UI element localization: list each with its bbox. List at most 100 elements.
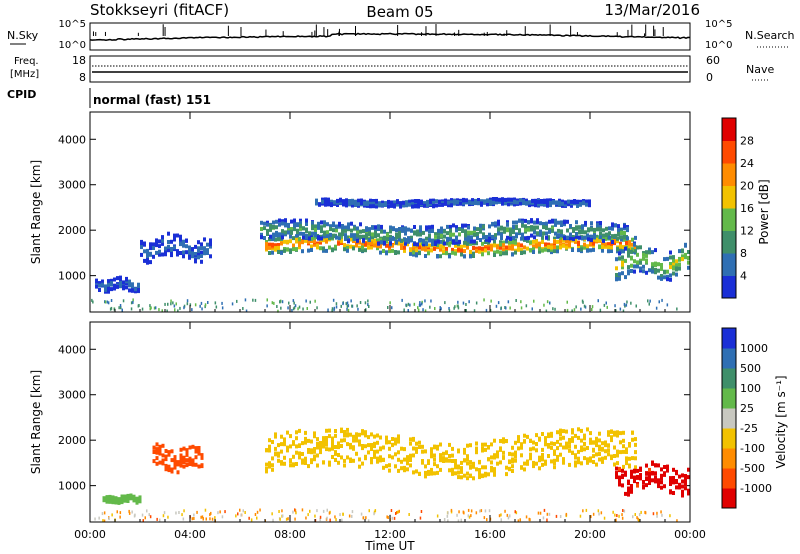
power-cell (346, 246, 349, 250)
velocity-ground-cell (504, 509, 506, 513)
power-cell (545, 231, 548, 236)
velocity-cell (394, 437, 397, 442)
power-cell (134, 289, 137, 294)
velocity-cell (613, 445, 616, 450)
velocity-cell (337, 460, 340, 465)
velocity-cell (624, 472, 627, 477)
velocity-cell (499, 460, 502, 465)
power-ground-cell (626, 300, 628, 304)
power-cell (449, 228, 452, 233)
power-cell (433, 246, 436, 251)
velocity-cell (621, 474, 624, 479)
power-cell (505, 251, 508, 256)
power-cell (317, 225, 320, 230)
power-cell (420, 201, 423, 205)
power-ground-cell (468, 300, 470, 304)
velocity-ground-cell (467, 514, 470, 518)
power-cell (596, 222, 599, 227)
velocity-cell (550, 433, 553, 437)
power-cell (473, 229, 476, 234)
velocity-cell (188, 462, 192, 466)
power-cell (290, 227, 293, 231)
velocity-cell (424, 464, 427, 469)
velocity-cell (553, 465, 556, 470)
power-cell (313, 242, 316, 247)
power-ground-cell (676, 307, 678, 311)
power-cell (143, 241, 146, 246)
power-cell (491, 222, 494, 226)
power-cell (434, 232, 437, 237)
velocity-cell (388, 440, 391, 445)
velocity-cell (182, 446, 186, 451)
power-cell (416, 232, 419, 237)
velocity-ground-cell (271, 512, 273, 516)
velocity-ground-cell (183, 509, 185, 513)
power-cell (551, 228, 554, 233)
power-ground-cell (91, 298, 93, 302)
power-ground-cell (417, 306, 419, 310)
power-cell (209, 238, 212, 243)
power-cell (463, 254, 466, 259)
power-cell (621, 271, 624, 276)
power-cell (503, 229, 506, 234)
velocity-cell (595, 436, 598, 441)
velocity-ground-cell (618, 514, 620, 518)
power-cell (295, 235, 298, 240)
velocity-cell (123, 494, 127, 499)
power-cell (311, 231, 314, 236)
power-cell (648, 247, 651, 252)
power-cell (329, 232, 332, 237)
power-cell (128, 283, 131, 288)
velocity-cell (630, 474, 633, 479)
power-cell (545, 235, 548, 240)
velocity-cell (158, 451, 162, 456)
power-cell (298, 236, 301, 241)
power-cell (509, 236, 512, 241)
velocity-cell (403, 447, 406, 452)
power-cell (502, 247, 505, 252)
power-ground-cell (389, 301, 391, 305)
velocity-cell (583, 433, 586, 438)
velocity-cell (684, 474, 687, 478)
power-cell (472, 251, 475, 256)
velocity-cell (568, 448, 571, 453)
power-cell (584, 235, 587, 240)
velocity-cell (514, 450, 517, 455)
power-cell (414, 203, 417, 208)
power-cell (604, 236, 607, 241)
velocity-cell (111, 495, 115, 500)
velocity-cell (490, 468, 493, 473)
power-ground-cell (177, 309, 179, 313)
velocity-cell (475, 446, 478, 451)
power-ground-cell (623, 302, 626, 306)
power-ground-cell (166, 309, 168, 313)
colorbar-tick-label: 500 (740, 362, 761, 375)
velocity-cell (577, 427, 580, 432)
power-cell (499, 242, 502, 247)
power-cell (439, 244, 442, 249)
velocity-cell (583, 436, 586, 441)
power-cell (654, 263, 657, 268)
velocity-cell (185, 462, 189, 467)
velocity-cell (466, 457, 469, 462)
velocity-cell (523, 461, 526, 466)
power-cell (407, 227, 410, 232)
power-cell (589, 242, 592, 247)
power-cell (504, 201, 507, 206)
power-cell (341, 229, 344, 234)
power-cell (377, 241, 380, 246)
velocity-cell (604, 455, 607, 460)
power-cell (332, 233, 335, 238)
power-ground-cell (591, 305, 594, 309)
power-cell (610, 245, 613, 250)
power-ground-cell (245, 309, 248, 313)
velocity-ground-cell (156, 517, 158, 521)
velocity-ground-cell (108, 517, 110, 520)
power-cell (524, 236, 527, 241)
velocity-cell (622, 444, 625, 449)
velocity-cell (295, 444, 298, 449)
power-cell (563, 220, 566, 225)
velocity-cell (639, 473, 642, 477)
power-cell (419, 232, 422, 237)
